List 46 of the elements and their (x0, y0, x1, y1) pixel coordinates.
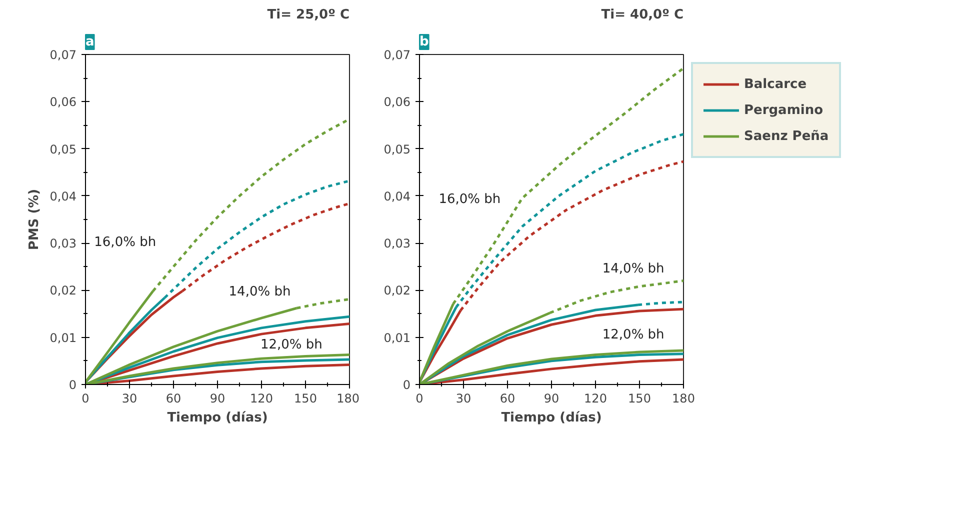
chart-title: Ti= 25,0º C (267, 8, 350, 22)
x-tick-label: 150 (294, 392, 317, 406)
x-tick-label: 150 (628, 392, 651, 406)
y-tick-label: 0,05 (50, 142, 76, 156)
y-axis-title: PMS (%) (26, 188, 42, 250)
x-tick-label: 90 (544, 392, 560, 406)
y-tick-label: 0,07 (384, 48, 410, 62)
y-tick-label: 0 (402, 378, 411, 392)
x-tick-label: 0 (416, 392, 424, 406)
y-tick-label: 0,04 (50, 189, 76, 204)
x-tick-label: 0 (82, 392, 90, 406)
y-tick-label: 0,07 (50, 48, 76, 62)
x-axis-title: Tiempo (días) (167, 410, 268, 426)
x-tick-label: 120 (584, 392, 607, 406)
annotation: 16,0% bh (94, 235, 156, 250)
chart-title: Ti= 40,0º C (601, 8, 684, 22)
x-tick-label: 30 (456, 392, 472, 406)
legend-label: Pergamino (744, 102, 824, 118)
annotation: 12,0% bh (602, 328, 664, 342)
y-tick-label: 0,06 (384, 95, 410, 110)
y-tick-label: 0,01 (50, 330, 76, 345)
x-tick-label: 180 (336, 392, 360, 406)
x-tick-label: 60 (500, 392, 516, 406)
annotation: 14,0% bh (602, 262, 664, 276)
y-tick-label: 0,03 (50, 236, 76, 251)
x-axis-title: Tiempo (días) (501, 410, 602, 426)
y-tick-label: 0,02 (384, 284, 410, 298)
legend-label: Balcarce (744, 76, 807, 92)
annotation: 12,0% bh (260, 337, 322, 352)
annotation: 14,0% bh (228, 284, 291, 300)
x-tick-label: 60 (166, 392, 182, 406)
y-tick-label: 0,03 (384, 236, 410, 251)
y-tick-label: 0,01 (384, 330, 410, 345)
x-tick-label: 120 (250, 392, 273, 406)
y-tick-label: 0 (68, 378, 77, 392)
y-tick-label: 0,04 (384, 189, 410, 204)
y-tick-label: 0,02 (50, 284, 76, 298)
chart-subtitle: a (86, 34, 94, 50)
x-tick-label: 180 (672, 392, 695, 406)
chart-subtitle: b (420, 34, 429, 50)
y-tick-label: 0,06 (50, 95, 76, 110)
annotation: 16,0% bh (438, 192, 501, 208)
x-tick-label: 30 (122, 392, 138, 406)
x-tick-label: 90 (210, 392, 226, 406)
y-tick-label: 0,05 (384, 142, 410, 156)
legend-label: Saenz Peña (744, 128, 829, 144)
